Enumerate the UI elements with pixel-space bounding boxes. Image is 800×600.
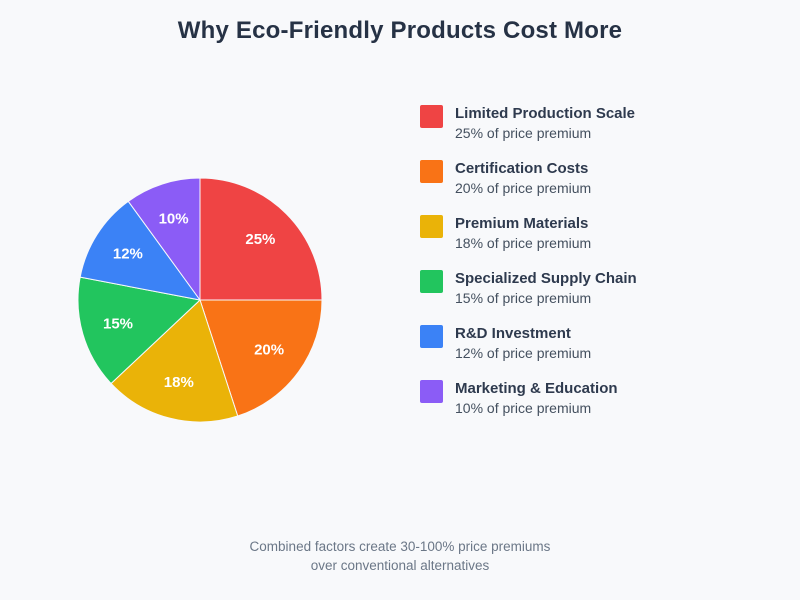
legend-label: Specialized Supply Chain [455,270,637,287]
pie-slice-percent-label: 12% [113,246,143,263]
pie-slice-percent-label: 15% [103,315,133,332]
legend-swatch [420,380,443,403]
legend-sublabel: 15% of price premium [455,290,592,306]
legend-sublabel: 18% of price premium [455,235,592,251]
legend-sublabel: 20% of price premium [455,180,592,196]
legend: Limited Production Scale 25% of price pr… [420,104,720,434]
caption-line-1: Combined factors create 30-100% price pr… [249,539,551,554]
legend-swatch [420,105,443,128]
page-title: Why Eco-Friendly Products Cost More [177,17,623,44]
pie-chart: 25% 20% 18% 15% 12% 10% [77,177,323,423]
pie-slice [199,177,323,301]
legend-item: Marketing & Education 10% of price premi… [420,379,720,434]
legend-label: Certification Costs [455,160,589,177]
legend-swatch [420,325,443,348]
legend-item: Certification Costs 20% of price premium [420,159,720,214]
legend-swatch [420,270,443,293]
legend-swatch [420,160,443,183]
legend-item: Specialized Supply Chain 15% of price pr… [420,269,720,324]
legend-sublabel: 25% of price premium [455,125,592,141]
legend-item: R&D Investment 12% of price premium [420,324,720,379]
pie-slice [127,177,201,301]
legend-swatch [420,215,443,238]
legend-label: R&D Investment [455,325,571,342]
legend-sublabel: 10% of price premium [455,400,592,416]
pie-slice [199,299,323,417]
pie-slice-percent-label: 20% [254,342,284,359]
legend-item: Limited Production Scale 25% of price pr… [420,104,720,159]
caption-line-2: over conventional alternatives [310,558,490,573]
pie-slice-percent-label: 10% [159,210,189,227]
pie-slice [79,200,201,301]
pie-slice-percent-label: 25% [245,231,275,248]
pie-slice [110,299,239,423]
legend-label: Limited Production Scale [455,105,636,122]
legend-label: Premium Materials [455,215,589,232]
legend-sublabel: 12% of price premium [455,345,592,361]
pie-slice [77,276,201,385]
legend-item: Premium Materials 18% of price premium [420,214,720,269]
legend-label: Marketing & Education [455,380,618,397]
chart-caption: Combined factors create 30-100% price pr… [0,537,800,575]
pie-slice-percent-label: 18% [164,374,194,391]
